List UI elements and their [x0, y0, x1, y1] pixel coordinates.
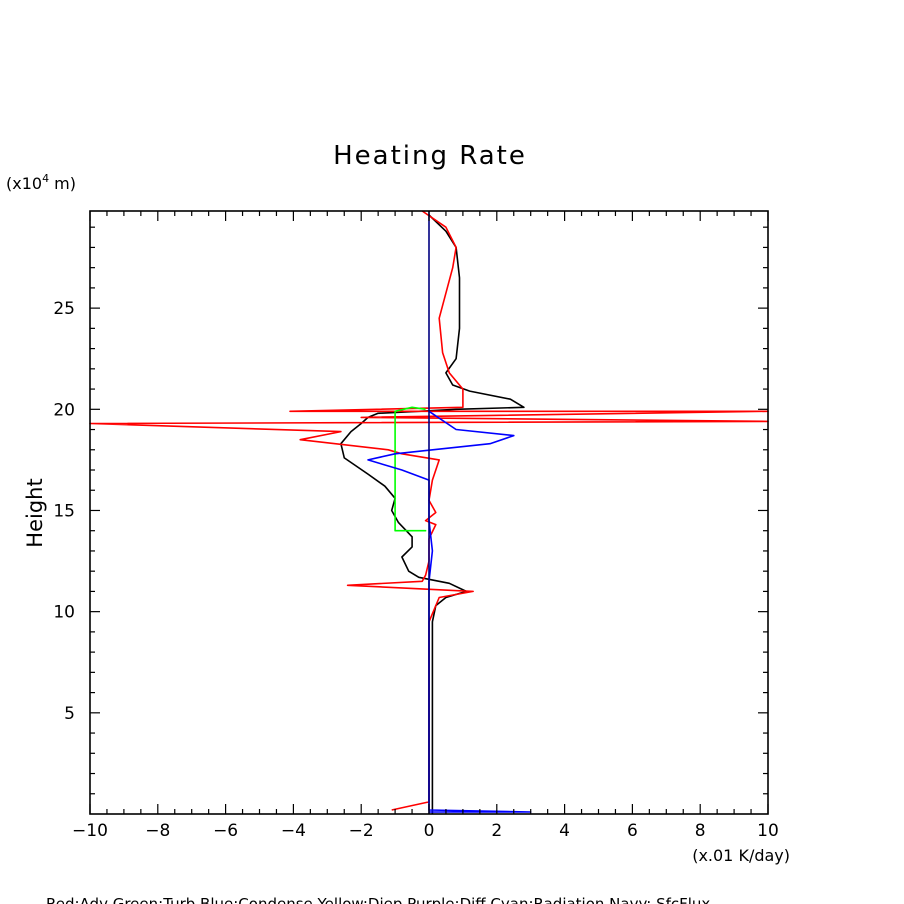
x-tick-label: 2: [491, 821, 502, 841]
y-tick-label: 20: [53, 400, 75, 420]
x-tick-label: −8: [145, 821, 170, 841]
series-layer: [89, 210, 769, 814]
x-tick-label: 4: [559, 821, 570, 841]
x-tick-label: 0: [424, 821, 435, 841]
legend-text: Red:Adv Green:Turb Blue:Condense Yellow:…: [46, 895, 710, 904]
x-tick-label: −10: [72, 821, 108, 841]
chart-title: Heating Rate: [333, 141, 527, 171]
x-tick-label: −6: [213, 821, 238, 841]
x-tick-label: −2: [349, 821, 374, 841]
y-tick-label: 25: [53, 299, 75, 319]
ticks-layer: −10 −8 −6 −4 −2 0 2 4 6 8 10 5 10 15 20 25: [53, 211, 779, 841]
x-tick-label: 8: [695, 821, 706, 841]
x-tick-label: 6: [627, 821, 638, 841]
y-tick-label: 5: [64, 704, 75, 724]
series-line-3: [394, 406, 427, 532]
y-unit-label: (x104 m): [6, 172, 76, 193]
y-tick-label: 10: [53, 603, 75, 623]
y-axis-label: Height: [23, 478, 47, 547]
plot-frame: [89, 210, 769, 815]
x-tick-label: −4: [281, 821, 306, 841]
y-tick-label: 15: [53, 501, 75, 521]
x-tick-label: 10: [757, 821, 779, 841]
series-line-4: [367, 410, 532, 813]
x-axis-unit-label: (x.01 K/day): [692, 846, 790, 865]
